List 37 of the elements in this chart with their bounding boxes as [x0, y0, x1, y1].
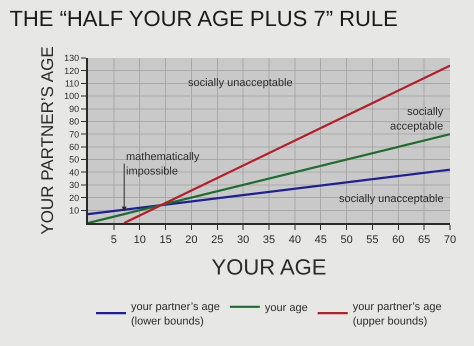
legend-label: your age: [264, 302, 308, 314]
x-tick-label: 35: [262, 234, 276, 246]
y-tick-label: 60: [69, 142, 80, 152]
annotation: socially unacceptable: [188, 77, 293, 89]
y-tick-label: 80: [69, 116, 80, 127]
x-tick-label: 55: [366, 234, 379, 246]
y-tick-label: 30: [69, 180, 80, 190]
x-tick-label: 60: [392, 234, 404, 246]
x-tick-label: 70: [444, 234, 456, 246]
annotation: mathematically impossible: [126, 151, 200, 178]
annotation: socially unacceptable: [339, 193, 444, 205]
x-tick-label: 15: [159, 234, 172, 246]
y-tick-label: 130: [64, 53, 80, 64]
y-tick-label: 90: [69, 104, 80, 114]
legend-label: your partner’s age (upper bounds): [352, 301, 442, 328]
y-tick-label: 70: [69, 129, 80, 140]
y-tick-label: 10: [69, 205, 80, 216]
y-tick-label: 50: [69, 154, 80, 165]
y-axis-title: YOUR PARTNER’S AGE: [38, 46, 58, 235]
x-tick-label: 45: [314, 234, 327, 246]
x-tick-label: 5: [110, 234, 117, 246]
y-tick-label: 110: [64, 78, 80, 89]
x-tick-label: 50: [340, 234, 353, 246]
annotation: socially acceptable: [390, 106, 444, 132]
y-tick-label: 120: [64, 66, 80, 76]
chart-title: THE “HALF YOUR AGE PLUS 7” RULE: [9, 6, 398, 31]
y-tick-label: 20: [69, 192, 80, 203]
x-tick-label: 25: [211, 234, 224, 246]
x-tick-label: 10: [134, 234, 146, 246]
x-tick-label: 20: [185, 234, 198, 246]
x-tick-label: 40: [288, 234, 301, 246]
legend-label: your partner’s age (lower bounds): [131, 301, 220, 328]
y-tick-label: 100: [64, 91, 80, 102]
x-axis-title: YOUR AGE: [212, 254, 326, 280]
x-tick-label: 30: [237, 234, 250, 246]
y-tick-label: 40: [69, 167, 80, 178]
x-tick-label: 65: [418, 234, 430, 246]
